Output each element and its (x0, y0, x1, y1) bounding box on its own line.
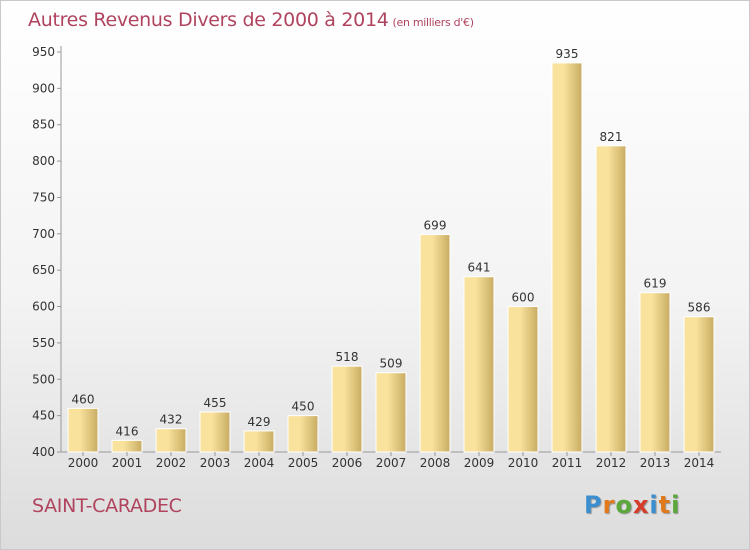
y-tick-label: 750 (32, 190, 55, 204)
bar-value-label: 429 (248, 415, 271, 429)
x-tick-label: 2001 (112, 456, 143, 470)
x-tick-label: 2010 (508, 456, 539, 470)
bar-2014 (683, 316, 715, 453)
x-tick-label: 2013 (640, 456, 671, 470)
bar-2011 (551, 62, 583, 453)
bar-value-label: 432 (160, 413, 183, 427)
chart-title-text: Autres Revenus Divers de 2000 à 2014 (28, 9, 389, 31)
x-tick-label: 2012 (596, 456, 627, 470)
y-tick-label: 950 (32, 45, 55, 59)
logo-letter: i (671, 491, 681, 519)
logo-letter: i (649, 491, 659, 519)
bar-value-label: 821 (600, 130, 623, 144)
y-tick-label: 800 (32, 154, 55, 168)
x-tick-label: 2009 (464, 456, 495, 470)
bar-value-label: 518 (336, 350, 359, 364)
bar-value-label: 586 (688, 301, 711, 315)
x-tick-label: 2004 (244, 456, 275, 470)
bar-2000 (67, 407, 99, 453)
bar-value-label: 641 (468, 261, 491, 275)
bar-2005 (287, 415, 319, 453)
y-tick-label: 500 (32, 372, 55, 386)
logo-letter: o (615, 491, 633, 519)
bar-2008 (419, 234, 451, 453)
x-tick-label: 2014 (684, 456, 715, 470)
bar-value-label: 509 (380, 357, 403, 371)
logo-letter: t (658, 491, 672, 519)
bar-2013 (639, 292, 671, 453)
bar-2007 (375, 372, 407, 453)
chart-title-unit: (en milliers d'€) (392, 16, 474, 29)
logo-letter: P (584, 491, 603, 519)
y-tick-label: 650 (32, 263, 55, 277)
bar-2002 (155, 428, 187, 453)
bar-value-label: 600 (512, 291, 535, 305)
y-tick-label: 600 (32, 300, 55, 314)
y-tick-label: 700 (32, 227, 55, 241)
bar-2012 (595, 145, 627, 453)
bar-value-label: 460 (72, 392, 95, 406)
x-tick-label: 2006 (332, 456, 363, 470)
bar-2001 (111, 439, 143, 453)
x-tick-label: 2005 (288, 456, 319, 470)
bar-value-label: 619 (644, 277, 667, 291)
commune-name: SAINT-CARADEC (32, 495, 182, 517)
bar-value-label: 416 (116, 424, 139, 438)
x-tick-label: 2011 (552, 456, 583, 470)
y-tick-label: 900 (32, 81, 55, 95)
bar-2006 (331, 365, 363, 453)
proxiti-logo[interactable]: Proxiti (584, 491, 680, 519)
x-tick-label: 2003 (200, 456, 231, 470)
bar-value-label: 455 (204, 396, 227, 410)
y-tick-label: 450 (32, 409, 55, 423)
bar-2010 (507, 306, 539, 453)
y-tick-label: 550 (32, 336, 55, 350)
x-tick-label: 2008 (420, 456, 451, 470)
x-tick-label: 2007 (376, 456, 407, 470)
bar-value-label: 699 (424, 219, 447, 233)
y-tick-label: 400 (32, 445, 55, 459)
x-tick-label: 2000 (68, 456, 99, 470)
bar-2004 (243, 430, 275, 453)
bar-2003 (199, 411, 231, 453)
logo-letter: x (632, 491, 650, 519)
x-tick-label: 2002 (156, 456, 187, 470)
bar-value-label: 935 (556, 47, 579, 61)
y-tick-label: 850 (32, 118, 55, 132)
bar-2009 (463, 276, 495, 453)
logo-letter: r (602, 491, 616, 519)
chart-title: Autres Revenus Divers de 2000 à 2014 (en … (28, 9, 474, 31)
bar-value-label: 450 (292, 400, 315, 414)
